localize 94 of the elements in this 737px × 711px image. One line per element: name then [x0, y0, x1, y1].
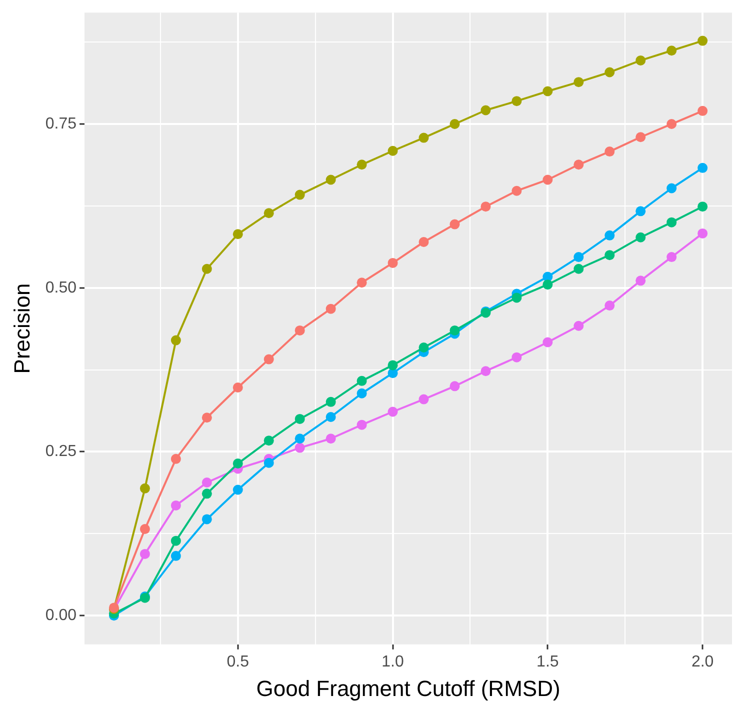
point — [232, 382, 243, 392]
point — [388, 146, 398, 156]
point — [140, 483, 150, 494]
point — [604, 300, 615, 311]
point — [294, 190, 305, 200]
point — [326, 412, 336, 422]
x-tick-label: 0.5 — [226, 653, 250, 670]
point — [666, 46, 677, 56]
point — [356, 278, 367, 288]
point — [636, 55, 646, 66]
point — [512, 186, 522, 196]
point — [140, 548, 150, 559]
point — [666, 183, 677, 194]
point — [294, 434, 305, 444]
point — [294, 414, 305, 424]
y-tick-label: 0.50 — [45, 279, 77, 296]
point — [542, 280, 553, 290]
point — [140, 524, 150, 534]
x-tick-label: 2.0 — [691, 653, 714, 670]
point — [542, 174, 553, 185]
point — [574, 252, 584, 262]
point — [264, 436, 274, 446]
point — [450, 119, 460, 130]
point — [388, 360, 398, 370]
y-axis-title: Precision — [9, 283, 34, 374]
point — [170, 500, 181, 510]
point — [170, 550, 181, 561]
point — [294, 325, 305, 336]
point — [202, 478, 212, 488]
point — [264, 458, 274, 468]
point — [450, 325, 460, 336]
point — [326, 174, 336, 185]
point — [574, 320, 584, 331]
y-tick-label: 0.25 — [45, 443, 77, 460]
point — [294, 442, 305, 453]
point — [574, 264, 584, 274]
point — [512, 352, 522, 362]
point — [202, 488, 212, 499]
point — [326, 434, 336, 444]
point — [232, 229, 243, 240]
point — [356, 376, 367, 386]
point — [480, 105, 491, 116]
point — [418, 342, 429, 353]
point — [418, 236, 429, 247]
point — [636, 132, 646, 142]
point — [170, 335, 181, 346]
point — [418, 394, 429, 404]
point — [388, 406, 398, 417]
point — [418, 132, 429, 143]
point — [232, 458, 243, 469]
point — [264, 354, 274, 364]
point — [356, 388, 367, 398]
point — [232, 484, 243, 495]
point — [698, 106, 708, 116]
point — [604, 250, 615, 260]
point — [264, 208, 274, 218]
point — [202, 514, 212, 524]
point — [636, 276, 646, 286]
point — [202, 264, 212, 274]
x-tick-label: 1.0 — [382, 653, 404, 670]
x-tick-label: 1.5 — [536, 653, 559, 670]
point — [698, 36, 708, 46]
point — [388, 258, 398, 268]
point — [512, 292, 522, 303]
y-tick-label: 0.00 — [45, 606, 77, 624]
point — [604, 230, 615, 240]
point — [542, 86, 553, 96]
point — [512, 96, 522, 106]
point — [574, 160, 584, 170]
point — [326, 396, 336, 407]
point — [636, 206, 646, 216]
point — [698, 228, 708, 238]
point — [698, 162, 708, 173]
point — [604, 67, 615, 78]
point — [666, 252, 677, 262]
point — [326, 304, 336, 314]
point — [450, 219, 460, 230]
point — [170, 536, 181, 546]
point — [666, 217, 677, 228]
point — [480, 366, 491, 376]
point — [450, 381, 460, 392]
point — [604, 146, 615, 157]
y-tick-label: 0.75 — [45, 115, 77, 132]
point — [698, 202, 708, 212]
point — [542, 337, 553, 348]
point — [202, 412, 212, 423]
point — [480, 202, 491, 212]
point — [356, 420, 367, 430]
point — [636, 232, 646, 242]
point — [170, 454, 181, 464]
point — [356, 160, 367, 170]
x-axis-title: Good Fragment Cutoff (RMSD) — [256, 676, 560, 701]
point — [666, 119, 677, 130]
point — [574, 77, 584, 88]
